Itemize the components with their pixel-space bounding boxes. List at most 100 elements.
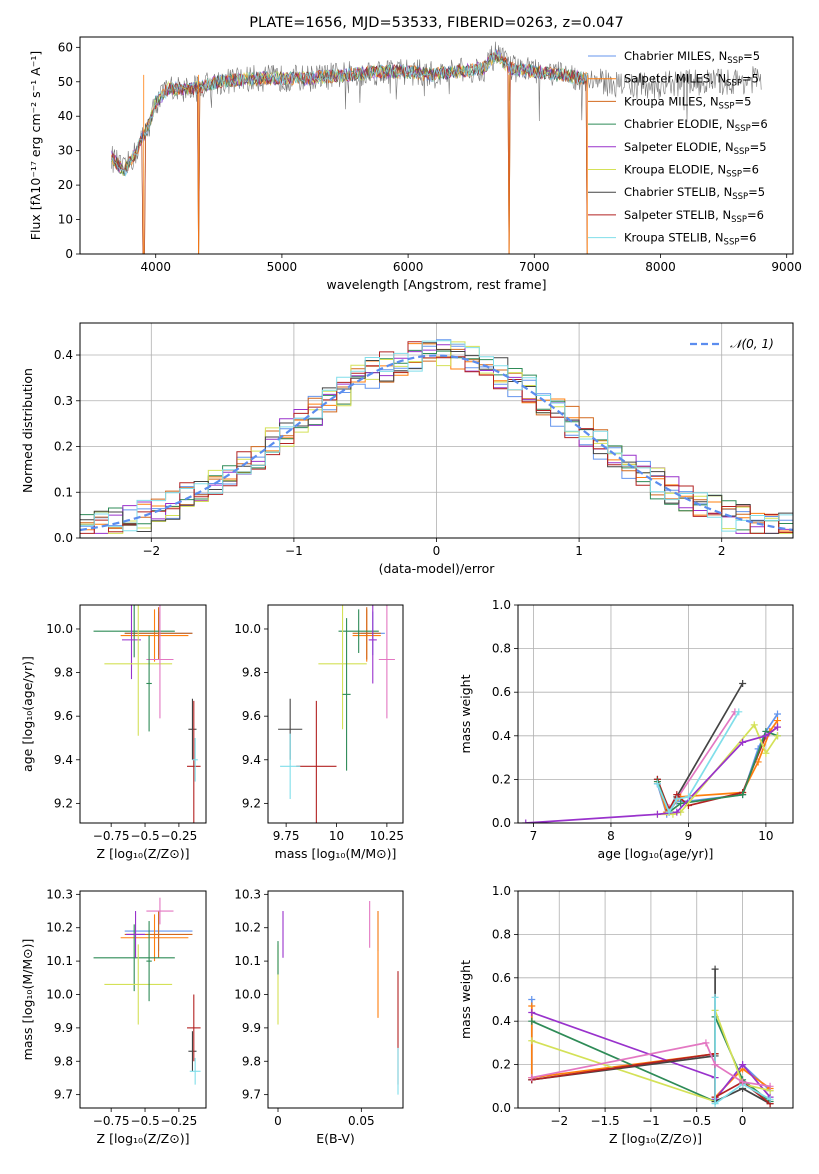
legend-series-name: Salpeter STELIB, N [624,208,731,222]
y-tick-label: 0.8 [492,927,511,941]
x-tick-label: −0.25 [161,1114,198,1128]
y-tick-label: 9.8 [54,1054,73,1068]
y-axis-label: mass [log₁₀(M/M⊙)] [20,939,35,1061]
legend-series-name: Kroupa MILES, N [624,94,719,108]
legend-n-ssp: =6 [751,117,768,131]
legend-entry: Kroupa MILES, NSSP=5 [624,94,751,111]
weight-marker [684,793,692,801]
x-tick-label: 9.75 [273,829,300,843]
x-tick-label: −0.5 [130,829,159,843]
legend-entry: Chabrier MILES, NSSP=5 [624,49,760,66]
x-tick-label: 10 [758,829,773,843]
weight-marker [750,721,758,729]
legend-entry: 𝒩(0, 1) [730,337,774,351]
legend-series-name: Chabrier MILES, N [624,49,727,63]
legend-subscript: SSP [735,124,751,134]
legend-subscript: SSP [727,56,743,66]
weight-marker [739,791,747,799]
weight-marker [774,717,782,725]
legend-n-ssp: =6 [739,231,756,245]
legend-subscript: SSP [726,170,742,180]
y-tick-label: 0.0 [492,1101,511,1115]
legend-n-ssp: =5 [748,185,765,199]
y-tick-label: 10.1 [234,954,261,968]
axes-mass_vs_ebv: 0 0.05 9.7 9.8 9.9 10.0 10.1 10.2 10.3 E(B-V) [234,887,404,1146]
weight-marker [774,710,782,718]
y-tick-label: 9.4 [242,753,261,767]
x-axis-label: Z [log₁₀(Z/Z⊙)] [609,1131,702,1146]
x-tick-label: 8 [607,829,615,843]
axes-residuals: −2 −1 0 1 2 0.0 0.1 0.2 0.3 0.4 (data-model)/error… [20,322,794,576]
plot-area [277,901,399,1095]
normal-distribution-curve [80,354,793,532]
legend-n-ssp: =5 [734,94,751,108]
residual-histogram-8 [80,340,793,538]
x-tick-label: 5000 [267,260,298,274]
x-axis-label: E(B-V) [316,1131,355,1146]
y-tick-label: 9.4 [54,753,73,767]
weight-marker [677,799,685,807]
legend-entry: Kroupa STELIB, NSSP=6 [624,231,756,248]
legend-entry: Chabrier ELODIE, NSSP=6 [624,117,768,134]
x-axis-label: (data-model)/error [379,561,496,576]
weight-marker [711,993,719,1001]
legend-series-name: Chabrier STELIB, N [624,185,732,199]
x-tick-label: 7 [530,829,538,843]
weight-marker [711,1100,719,1108]
legend-series-name: Kroupa ELODIE, N [624,163,726,177]
legend-series-name: Salpeter MILES, N [624,72,726,86]
x-tick-label: 0.05 [348,1114,375,1128]
x-tick-label: −2 [142,544,160,558]
x-tick-label: −1.5 [591,1114,620,1128]
y-tick-label: 10.0 [234,987,261,1001]
y-tick-label: 10.1 [46,954,73,968]
plot-area [80,323,793,538]
x-tick-label: −2 [550,1114,568,1128]
legend-subscript: SSP [734,147,750,157]
x-axis-label: wavelength [Angstrom, rest frame] [326,277,546,292]
weight-marker [702,1039,710,1047]
legend-subscript: SSP [719,101,735,111]
x-axis-label: age [log₁₀(age/yr)] [598,846,714,861]
y-tick-label: 0 [65,247,73,261]
axes-frame [267,604,404,824]
y-tick-label: 9.6 [242,709,261,723]
axes-massweight_vs_age: 7 8 9 10 0.0 0.2 0.4 0.6 0.8 1.0 age [log₁₀(age/yr… [458,598,794,861]
y-tick-label: 10.2 [46,921,73,935]
axes-frame [517,604,794,824]
plot-area [518,605,793,823]
x-tick-label: 7000 [519,260,550,274]
x-tick-label: 9000 [771,260,802,274]
plot-area [93,897,201,1085]
x-axis-label: Z [log₁₀(Z/Z⊙)] [97,1131,190,1146]
weight-marker [665,808,673,816]
weight-line-7 [525,726,779,823]
y-tick-label: 10.0 [46,987,73,1001]
y-tick-label: 10.0 [234,622,261,636]
legend-series-name: Salpeter ELODIE, N [624,140,734,154]
weight-marker [762,732,770,740]
legend-entry: Salpeter MILES, NSSP=5 [624,72,759,89]
x-tick-label: −0.5 [130,1114,159,1128]
y-tick-label: 1.0 [492,598,511,612]
plot-area [278,605,395,823]
legend-series-name: Chabrier ELODIE, N [624,117,735,131]
x-tick-label: 0 [274,1114,282,1128]
weight-marker [653,810,661,818]
y-tick-label: 9.8 [242,1054,261,1068]
weight-marker [653,780,661,788]
legend-subscript: SSP [724,238,740,248]
legend-entry: Salpeter STELIB, NSSP=6 [624,208,764,225]
legend-n-ssp: =6 [747,208,764,222]
legend-entry: Kroupa ELODIE, NSSP=6 [624,163,759,180]
y-tick-label: 0.1 [54,485,73,499]
weight-marker [522,819,530,823]
axes-frame [79,604,207,824]
y-tick-label: 0.2 [492,772,511,786]
y-tick-label: 20 [58,178,73,192]
y-tick-label: 9.8 [54,666,73,680]
x-tick-label: 10 [329,829,344,843]
y-axis-label: mass weight [458,674,473,753]
model-line-8 [111,50,588,177]
axes-frame [79,890,207,1109]
